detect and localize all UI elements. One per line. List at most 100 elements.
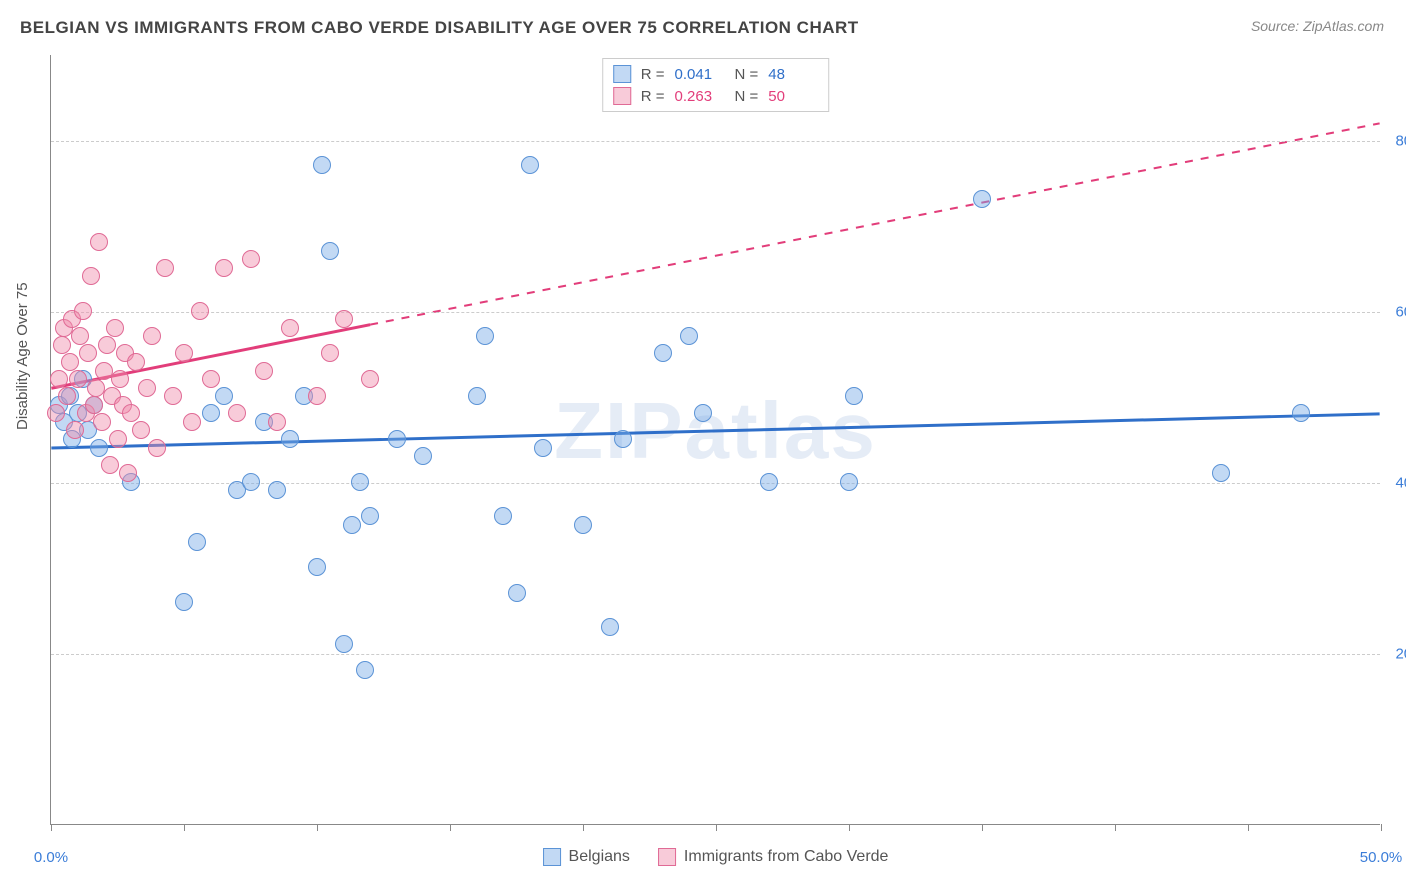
data-point (127, 353, 145, 371)
data-point (175, 593, 193, 611)
data-point (215, 387, 233, 405)
data-point (335, 310, 353, 328)
data-point (90, 439, 108, 457)
data-point (574, 516, 592, 534)
data-point (58, 387, 76, 405)
data-point (109, 430, 127, 448)
x-tick (1248, 824, 1249, 831)
data-point (106, 319, 124, 337)
data-point (53, 336, 71, 354)
data-point (840, 473, 858, 491)
data-point (69, 370, 87, 388)
data-point (98, 336, 116, 354)
r-value-belgians: 0.041 (675, 66, 725, 83)
r-value-cabo-verde: 0.263 (675, 88, 725, 105)
data-point (93, 413, 111, 431)
data-point (61, 353, 79, 371)
legend-label-cabo-verde: Immigrants from Cabo Verde (684, 848, 889, 866)
x-tick (184, 824, 185, 831)
y-axis-label: Disability Age Over 75 (14, 282, 31, 430)
x-tick (716, 824, 717, 831)
data-point (361, 370, 379, 388)
gridline (51, 312, 1380, 313)
data-point (694, 404, 712, 422)
n-label: N = (735, 88, 759, 105)
data-point (138, 379, 156, 397)
x-tick (51, 824, 52, 831)
legend-item-cabo-verde: Immigrants from Cabo Verde (658, 848, 889, 866)
data-point (268, 413, 286, 431)
data-point (534, 439, 552, 457)
data-point (343, 516, 361, 534)
stats-box: R = 0.041 N = 48 R = 0.263 N = 50 (602, 58, 830, 112)
data-point (973, 190, 991, 208)
data-point (281, 319, 299, 337)
x-tick-label: 0.0% (34, 849, 68, 866)
n-value-cabo-verde: 50 (768, 88, 818, 105)
data-point (215, 259, 233, 277)
stats-row-cabo-verde: R = 0.263 N = 50 (613, 85, 819, 107)
data-point (242, 250, 260, 268)
data-point (164, 387, 182, 405)
data-point (74, 302, 92, 320)
x-tick (982, 824, 983, 831)
x-tick (450, 824, 451, 831)
stats-row-belgians: R = 0.041 N = 48 (613, 63, 819, 85)
data-point (255, 362, 273, 380)
swatch-belgians (613, 65, 631, 83)
data-point (468, 387, 486, 405)
data-point (335, 635, 353, 653)
y-tick-label: 20.0% (1395, 645, 1406, 662)
legend-swatch-belgians (543, 848, 561, 866)
data-point (175, 344, 193, 362)
watermark: ZIPatlas (554, 384, 877, 476)
x-tick (1115, 824, 1116, 831)
data-point (202, 370, 220, 388)
x-tick (849, 824, 850, 831)
data-point (1292, 404, 1310, 422)
data-point (148, 439, 166, 457)
data-point (680, 327, 698, 345)
data-point (321, 344, 339, 362)
r-label: R = (641, 66, 665, 83)
data-point (71, 327, 89, 345)
x-tick (583, 824, 584, 831)
data-point (47, 404, 65, 422)
n-label: N = (735, 66, 759, 83)
data-point (122, 404, 140, 422)
data-point (476, 327, 494, 345)
x-tick-label: 50.0% (1360, 849, 1403, 866)
data-point (143, 327, 161, 345)
legend: Belgians Immigrants from Cabo Verde (543, 848, 889, 866)
legend-item-belgians: Belgians (543, 848, 630, 866)
n-value-belgians: 48 (768, 66, 818, 83)
data-point (388, 430, 406, 448)
data-point (101, 456, 119, 474)
data-point (414, 447, 432, 465)
data-point (268, 481, 286, 499)
data-point (845, 387, 863, 405)
data-point (90, 233, 108, 251)
r-label: R = (641, 88, 665, 105)
data-point (308, 558, 326, 576)
data-point (85, 396, 103, 414)
data-point (191, 302, 209, 320)
data-point (79, 344, 97, 362)
data-point (228, 404, 246, 422)
data-point (50, 370, 68, 388)
data-point (321, 242, 339, 260)
source-attribution: Source: ZipAtlas.com (1251, 18, 1384, 34)
data-point (308, 387, 326, 405)
data-point (188, 533, 206, 551)
data-point (132, 421, 150, 439)
swatch-cabo-verde (613, 87, 631, 105)
data-point (281, 430, 299, 448)
gridline (51, 141, 1380, 142)
data-point (356, 661, 374, 679)
data-point (183, 413, 201, 431)
data-point (521, 156, 539, 174)
gridline (51, 654, 1380, 655)
y-tick-label: 40.0% (1395, 474, 1406, 491)
chart-container: BELGIAN VS IMMIGRANTS FROM CABO VERDE DI… (0, 0, 1406, 892)
data-point (494, 507, 512, 525)
